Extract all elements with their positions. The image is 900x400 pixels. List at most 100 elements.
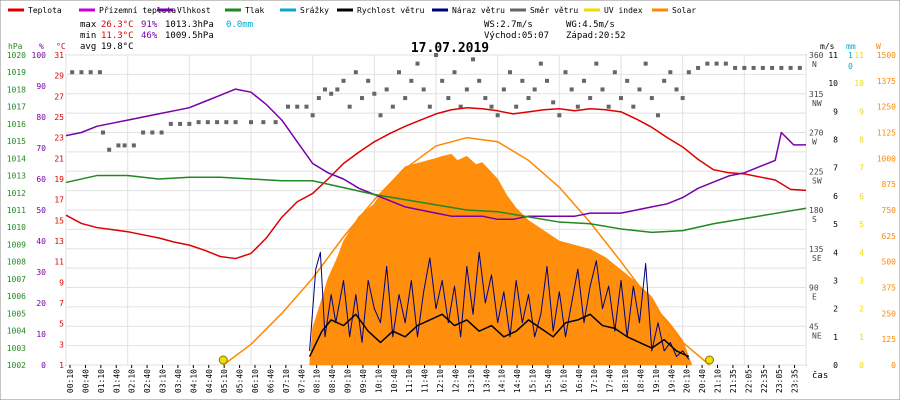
wind-direction-point — [569, 87, 574, 92]
temp-axis-tick: 31 — [54, 51, 64, 60]
wind-direction-point — [122, 143, 127, 148]
wind-direction-point — [458, 104, 463, 109]
uv-axis-tick: 2 — [859, 305, 864, 314]
ms-axis-tick: 5 — [833, 220, 838, 229]
wind-direction-point — [477, 78, 482, 83]
wind-direction-point — [168, 121, 173, 126]
ms-axis-tick: 10 — [828, 79, 838, 88]
wind-direction-point — [723, 61, 728, 66]
hpa-axis-tick: 1020 — [7, 51, 26, 60]
wind-direction-point — [390, 104, 395, 109]
wind-direction-point — [360, 96, 364, 101]
dir-axis-label: SW — [812, 176, 822, 185]
x-axis-tick: 12:40 — [451, 369, 460, 393]
wind-direction-point — [79, 70, 84, 75]
wind-speed-line — [308, 313, 690, 358]
x-axis-tick: 15:10 — [529, 369, 538, 393]
wind-direction-point — [631, 104, 636, 109]
stats-avg-label: avg — [80, 42, 96, 52]
wind-gust-line — [309, 251, 690, 360]
wind-direction-point — [501, 87, 506, 92]
x-axis-tick: 16:40 — [575, 369, 584, 393]
legend-label: Teplota — [28, 6, 62, 15]
x-axis-tick: 04:10 — [189, 369, 198, 393]
dir-axis-tick: 90 — [809, 284, 819, 293]
hpa-axis-tick: 1002 — [7, 361, 26, 370]
x-axis-tick: 16:10 — [559, 369, 568, 393]
uv-axis-tick: 1 — [859, 333, 864, 342]
hum-axis-tick: 0 — [41, 361, 46, 370]
wind-direction-point — [619, 96, 623, 101]
temp-axis-tick: 5 — [59, 320, 64, 329]
wind-direction-point — [625, 78, 630, 83]
wind-direction-point — [233, 120, 238, 125]
hum-axis-tick: 40 — [36, 237, 46, 246]
wind-direction-point — [353, 70, 358, 75]
hpa-axis-tick: 1003 — [7, 344, 26, 353]
x-axis-tick: 01:40 — [112, 369, 121, 393]
w-axis-tick: 1125 — [877, 129, 896, 138]
x-axis-tick: 20:10 — [683, 369, 692, 393]
uv-axis-tick: 4 — [859, 248, 864, 257]
temp-axis-tick: 9 — [59, 278, 64, 287]
series-line-vlhkost — [65, 88, 806, 221]
chart-title: 17.07.2019 — [411, 41, 489, 56]
wind-direction-point — [668, 70, 673, 75]
wind-direction-point — [347, 104, 352, 109]
w-axis-unit: W — [876, 42, 881, 51]
wind-direction-point — [714, 61, 719, 66]
ms-axis-unit: m/s — [820, 42, 835, 51]
x-axis-tick: 03:10 — [159, 369, 168, 393]
wind-direction-point — [427, 104, 432, 109]
ms-axis-tick: 2 — [833, 305, 838, 314]
wind-direction-point — [600, 87, 605, 92]
x-axis-tick: 00:10 — [66, 369, 75, 393]
wind-direction-point — [335, 87, 340, 92]
dir-axis-tick: 135 — [809, 245, 824, 254]
stats-max-temp: 26.3°C — [101, 20, 134, 30]
stats-max-label: max — [80, 20, 97, 30]
wind-direction-point — [464, 87, 469, 92]
wind-direction-point — [582, 78, 586, 83]
hpa-axis-tick: 1009 — [7, 240, 26, 249]
hum-axis-tick: 60 — [36, 175, 46, 184]
wind-direction-point — [187, 121, 192, 126]
dir-axis-label: NE — [812, 331, 822, 340]
stats-max-rain: 0.0mm — [226, 20, 253, 30]
series-line-tlak — [65, 174, 807, 234]
wind-direction-point — [215, 120, 220, 125]
wind-direction-point — [131, 143, 136, 148]
wind-direction-point — [557, 113, 562, 118]
x-axis-tick: 14:10 — [498, 369, 507, 393]
ms-axis-tick: 7 — [833, 164, 838, 173]
x-axis-tick: 11:10 — [405, 369, 414, 393]
x-axis-tick: 18:10 — [621, 369, 630, 393]
x-axis-tick: 03:40 — [174, 369, 183, 393]
wind-direction-point — [662, 78, 667, 83]
wind-direction-point — [261, 120, 266, 125]
wind-direction-point — [295, 104, 300, 109]
dir-axis-label: S — [812, 215, 817, 224]
wind-direction-point — [788, 65, 793, 70]
wind-direction-point — [588, 96, 593, 101]
temp-axis-tick: 29 — [54, 72, 64, 81]
temp-axis-tick: 7 — [59, 299, 64, 308]
w-axis-tick: 625 — [882, 232, 897, 241]
temp-axis-tick: 13 — [54, 237, 64, 246]
wind-direction-point — [310, 113, 315, 118]
wind-direction-point — [532, 87, 537, 92]
wind-direction-point — [760, 65, 765, 70]
x-axis-label: čas — [812, 370, 828, 381]
wind-direction-point — [366, 78, 371, 83]
legend-label: UV index — [604, 6, 643, 15]
wind-direction-point — [70, 70, 75, 75]
wind-direction-point — [141, 130, 146, 135]
legend: Teplota Přízemní teplota Vlhkost Tlak Srážky… — [8, 6, 696, 15]
x-axis-tick: 17:10 — [590, 369, 599, 393]
wind-direction-point — [680, 96, 685, 101]
wind-direction-point — [372, 91, 377, 96]
dir-axis-tick: 180 — [809, 206, 824, 215]
wind-direction-point — [434, 53, 438, 57]
temp-axis-tick: 21 — [54, 154, 64, 163]
dir-axis-tick: 315 — [809, 90, 824, 99]
